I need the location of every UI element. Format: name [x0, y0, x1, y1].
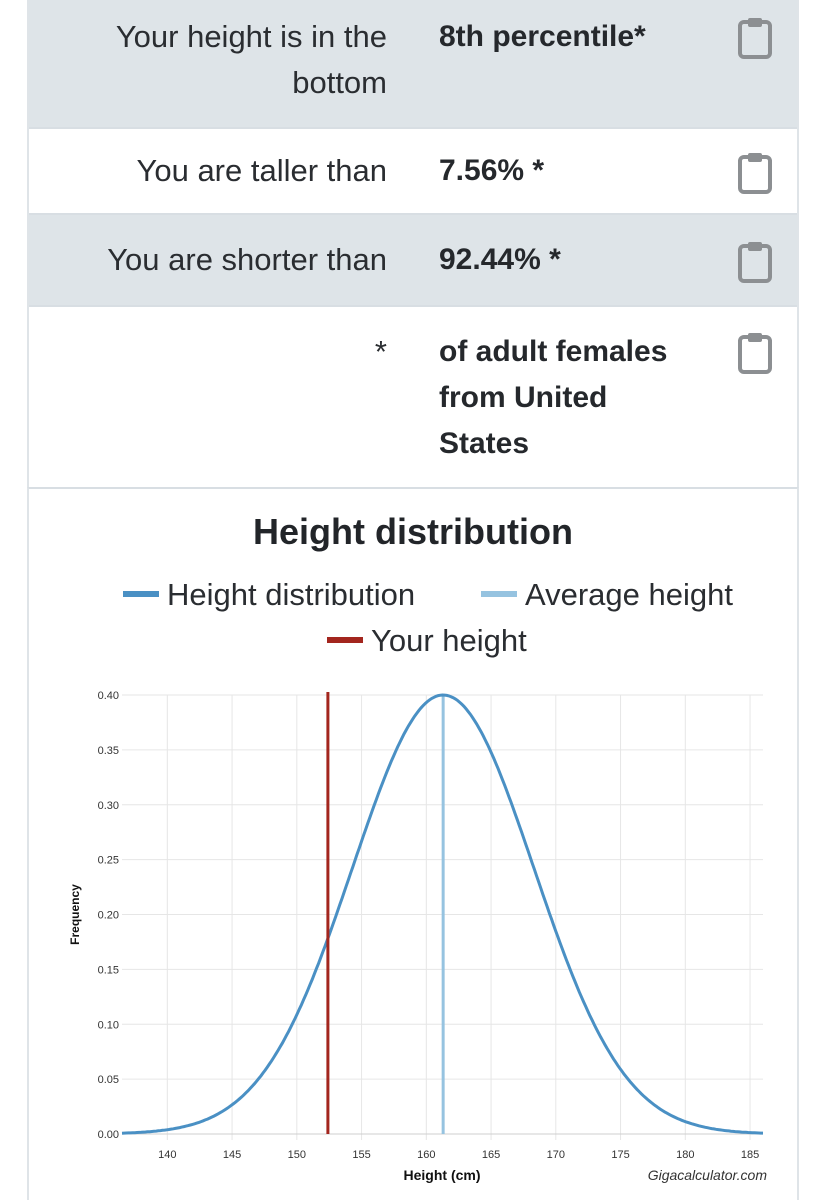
legend-swatch-average [481, 590, 517, 597]
chart-container: Height distribution Height distribution … [27, 487, 799, 1200]
legend-item-your-height[interactable]: Your height [327, 621, 527, 661]
clipboard-icon[interactable] [737, 16, 773, 60]
legend-label-average: Average height [525, 577, 733, 612]
legend-label-distribution: Height distribution [167, 577, 416, 612]
population-value: of adult females from United States [439, 335, 668, 460]
clipboard-icon[interactable] [737, 331, 773, 375]
result-row-percentile: Your height is in the bottom 8th percent… [29, 0, 797, 129]
asterisk-label: * [374, 334, 387, 369]
percentile-label: Your height is in the bottom [115, 19, 387, 100]
result-row-taller: You are taller than 7.56% * [29, 129, 797, 215]
taller-value: 7.56% * [439, 154, 545, 187]
legend-label-your-height: Your height [371, 623, 527, 658]
shorter-label: You are shorter than [107, 242, 387, 277]
shorter-value: 92.44% * [439, 243, 561, 276]
clipboard-icon[interactable] [737, 151, 773, 195]
legend-swatch-your-height [327, 636, 363, 643]
percentile-value: 8th percentile* [439, 20, 646, 53]
results-table: Your height is in the bottom 8th percent… [27, 0, 799, 487]
legend-swatch-distribution [123, 590, 159, 597]
legend-item-distribution[interactable]: Height distribution [123, 575, 415, 615]
clipboard-icon[interactable] [737, 240, 773, 284]
result-row-shorter: You are shorter than 92.44% * [29, 215, 797, 307]
legend-item-average[interactable]: Average height [481, 575, 733, 615]
result-row-population: * of adult females from United States [29, 307, 797, 487]
chart-title: Height distribution [253, 511, 573, 552]
taller-label: You are taller than [136, 153, 387, 188]
